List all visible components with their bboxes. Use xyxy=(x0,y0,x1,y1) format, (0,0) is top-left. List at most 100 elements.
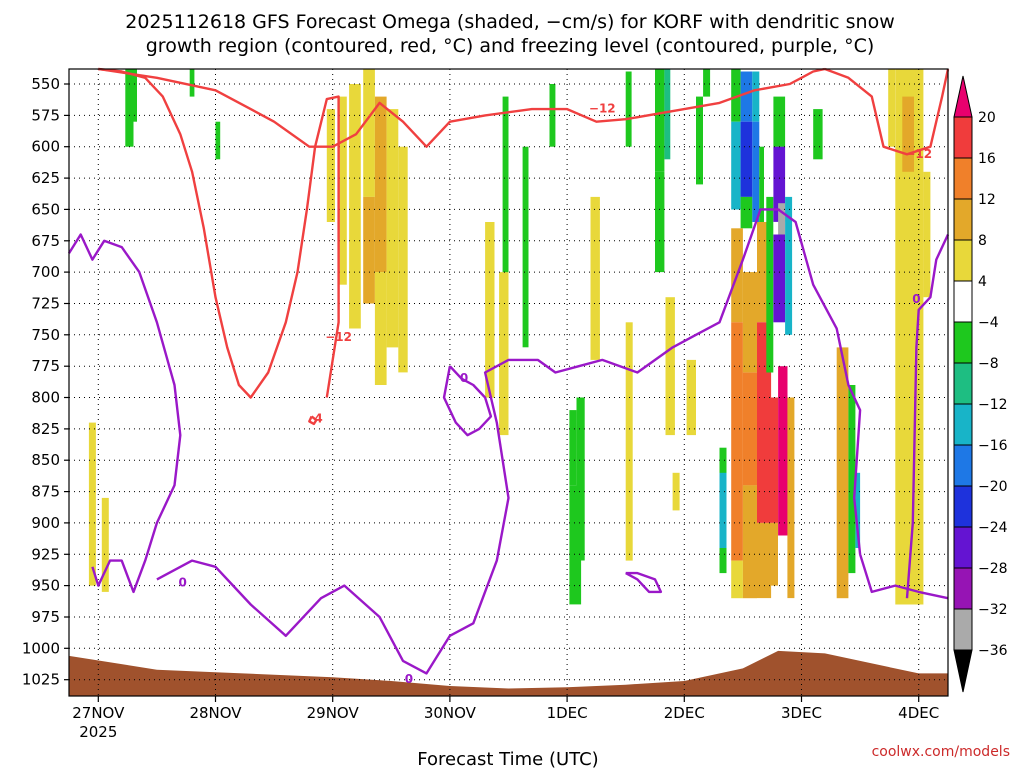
omega-cell-13 xyxy=(499,272,509,436)
omega-cell-30 xyxy=(655,171,665,273)
colorbar-swatch-2 xyxy=(953,198,973,241)
omega-cell-62 xyxy=(785,196,793,335)
omega-cell-21 xyxy=(215,121,221,160)
omega-cell-27 xyxy=(576,397,585,561)
omega-cell-31 xyxy=(664,69,671,160)
omega-cell-7 xyxy=(363,196,375,304)
y-tick-label-850: 850 xyxy=(31,451,60,469)
colorbar-label-3: 8 xyxy=(978,233,987,249)
omega-cell-59 xyxy=(773,146,786,222)
omega-cell-64 xyxy=(836,347,849,599)
y-tick-label-975: 975 xyxy=(31,608,60,626)
y-tick-label-900: 900 xyxy=(31,514,60,532)
colorbar-label-10: −24 xyxy=(978,520,1008,536)
y-tick-label-875: 875 xyxy=(31,483,60,501)
omega-cell-28 xyxy=(625,71,632,147)
colorbar-swatch-0 xyxy=(953,116,973,159)
omega-cell-2 xyxy=(101,497,109,592)
omega-cell-52 xyxy=(757,522,772,599)
y-tick-label-550: 550 xyxy=(31,75,60,93)
omega-cell-60 xyxy=(778,203,786,235)
omega-cell-11 xyxy=(398,146,408,373)
omega-cell-63 xyxy=(813,109,823,160)
plot-frame xyxy=(68,68,949,697)
omega-cell-39 xyxy=(740,121,753,197)
colorbar-label-5: −4 xyxy=(978,315,999,331)
omega-cell-41 xyxy=(752,71,760,122)
colorbar-label-8: −16 xyxy=(978,438,1008,454)
contour-label-dgz-dot-4: 4 xyxy=(314,411,322,425)
contour-dgz-dot-4 xyxy=(308,415,318,426)
contour-label-dgz-top-minus12: −12 xyxy=(589,102,616,116)
contour-freezing-main xyxy=(156,208,949,675)
x-tick-label-3DEC: 3DEC xyxy=(781,704,822,722)
colorbar-swatch-3 xyxy=(953,239,973,282)
y-tick-label-775: 775 xyxy=(31,357,60,375)
colorbar-label-13: −36 xyxy=(978,643,1008,659)
y-tick-label-750: 750 xyxy=(31,326,60,344)
omega-cell-12 xyxy=(485,222,495,398)
contour-label-dgz-left-minus12: −12 xyxy=(325,330,352,344)
colorbar-swatch-11 xyxy=(953,567,973,610)
colorbar-swatch-1 xyxy=(953,157,973,200)
contour-freezing-blob xyxy=(442,365,493,437)
colorbar-label-6: −8 xyxy=(978,356,999,372)
colorbar-swatch-6 xyxy=(953,362,973,405)
y-tick-label-700: 700 xyxy=(31,263,60,281)
omega-cell-19 xyxy=(127,69,137,122)
y-tick-label-625: 625 xyxy=(31,169,60,187)
contour-label-dgz-right-minus12: −12 xyxy=(905,147,932,161)
omega-cell-20 xyxy=(189,69,195,97)
colorbar-swatch-12 xyxy=(953,608,973,651)
colorbar-swatch-10 xyxy=(953,526,973,569)
x-tick-label-28NOV: 28NOV xyxy=(189,704,242,722)
colorbar-label-4: 4 xyxy=(978,274,987,290)
contour-dgz-right-minus12 xyxy=(824,67,950,156)
omega-cell-57 xyxy=(766,196,774,373)
y-tick-label-575: 575 xyxy=(31,106,60,124)
colorbar-bottom-arrow xyxy=(953,649,973,693)
terrain-layer xyxy=(69,650,948,696)
y-tick-label-800: 800 xyxy=(31,389,60,407)
colorbar-swatch-9 xyxy=(953,485,973,528)
omega-cell-37 xyxy=(731,121,741,210)
colorbar-swatch-5 xyxy=(953,321,973,364)
colorbar-swatch-8 xyxy=(953,444,973,487)
omega-cell-14 xyxy=(590,196,600,360)
x-tick-label-2DEC: 2DEC xyxy=(664,704,705,722)
y-tick-label-600: 600 xyxy=(31,138,60,156)
y-tick-label-925: 925 xyxy=(31,545,60,563)
omega-cell-6 xyxy=(363,69,375,197)
omega-cell-69 xyxy=(902,96,914,172)
omega-cell-49 xyxy=(742,485,757,599)
x-tick-sublabel: 2025 xyxy=(79,723,117,741)
omega-cell-15 xyxy=(625,322,633,561)
colorbar-swatch-7 xyxy=(953,403,973,446)
colorbar-label-0: 20 xyxy=(978,110,996,126)
omega-cell-24 xyxy=(549,84,556,147)
colorbar-swatch-4 xyxy=(953,280,973,323)
credit-text: coolwx.com/models xyxy=(872,744,1010,760)
omega-cell-33 xyxy=(703,69,711,97)
omega-cell-46 xyxy=(731,560,743,599)
omega-cell-5 xyxy=(349,84,361,329)
colorbar-label-11: −28 xyxy=(978,561,1008,577)
contour-dgz-left-minus12 xyxy=(98,67,340,399)
y-tick-label-1025: 1025 xyxy=(22,671,60,689)
omega-cell-56 xyxy=(787,397,795,599)
terrain-fill xyxy=(69,650,948,696)
omega-cell-40 xyxy=(740,196,753,229)
colorbar-label-7: −12 xyxy=(978,397,1008,413)
omega-cell-10 xyxy=(386,109,399,348)
omega-cell-16 xyxy=(665,297,675,436)
chart-title-line-2: growth region (contoured, red, °C) and f… xyxy=(146,35,875,57)
x-tick-label-1DEC: 1DEC xyxy=(547,704,588,722)
contour-layer: −12 −12 −12 4 0 0 0 0 xyxy=(67,67,950,686)
omega-cell-36 xyxy=(731,69,741,122)
omega-cell-4 xyxy=(338,96,347,285)
contour-label-freezing-blob: 0 xyxy=(460,371,468,385)
omega-cell-65 xyxy=(848,385,856,574)
omega-cell-3 xyxy=(326,109,335,222)
